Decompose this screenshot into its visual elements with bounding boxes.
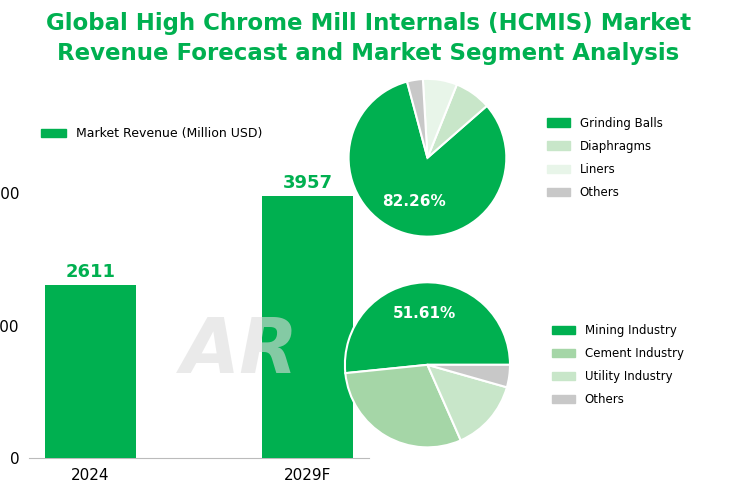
Wedge shape (349, 81, 506, 237)
Wedge shape (407, 79, 427, 158)
Text: Global High Chrome Mill Internals (HCMIS) Market: Global High Chrome Mill Internals (HCMIS… (46, 12, 691, 35)
Bar (262, 196, 353, 458)
Legend: Mining Industry, Cement Industry, Utility Industry, Others: Mining Industry, Cement Industry, Utilit… (547, 319, 688, 411)
Wedge shape (427, 365, 507, 440)
Text: 3957: 3957 (282, 174, 332, 192)
Text: 82.26%: 82.26% (383, 194, 446, 209)
Text: Revenue Forecast and Market Segment Analysis: Revenue Forecast and Market Segment Anal… (57, 42, 680, 65)
Wedge shape (345, 282, 510, 373)
Text: AR: AR (181, 315, 298, 388)
Legend: Market Revenue (Million USD): Market Revenue (Million USD) (35, 122, 267, 145)
Wedge shape (427, 365, 510, 387)
Legend: Grinding Balls, Diaphragms, Liners, Others: Grinding Balls, Diaphragms, Liners, Othe… (542, 112, 667, 204)
Text: 51.61%: 51.61% (394, 306, 456, 321)
Wedge shape (423, 79, 457, 158)
Wedge shape (346, 365, 461, 447)
Wedge shape (427, 85, 487, 158)
Text: 2611: 2611 (66, 263, 116, 282)
Bar (45, 285, 136, 458)
